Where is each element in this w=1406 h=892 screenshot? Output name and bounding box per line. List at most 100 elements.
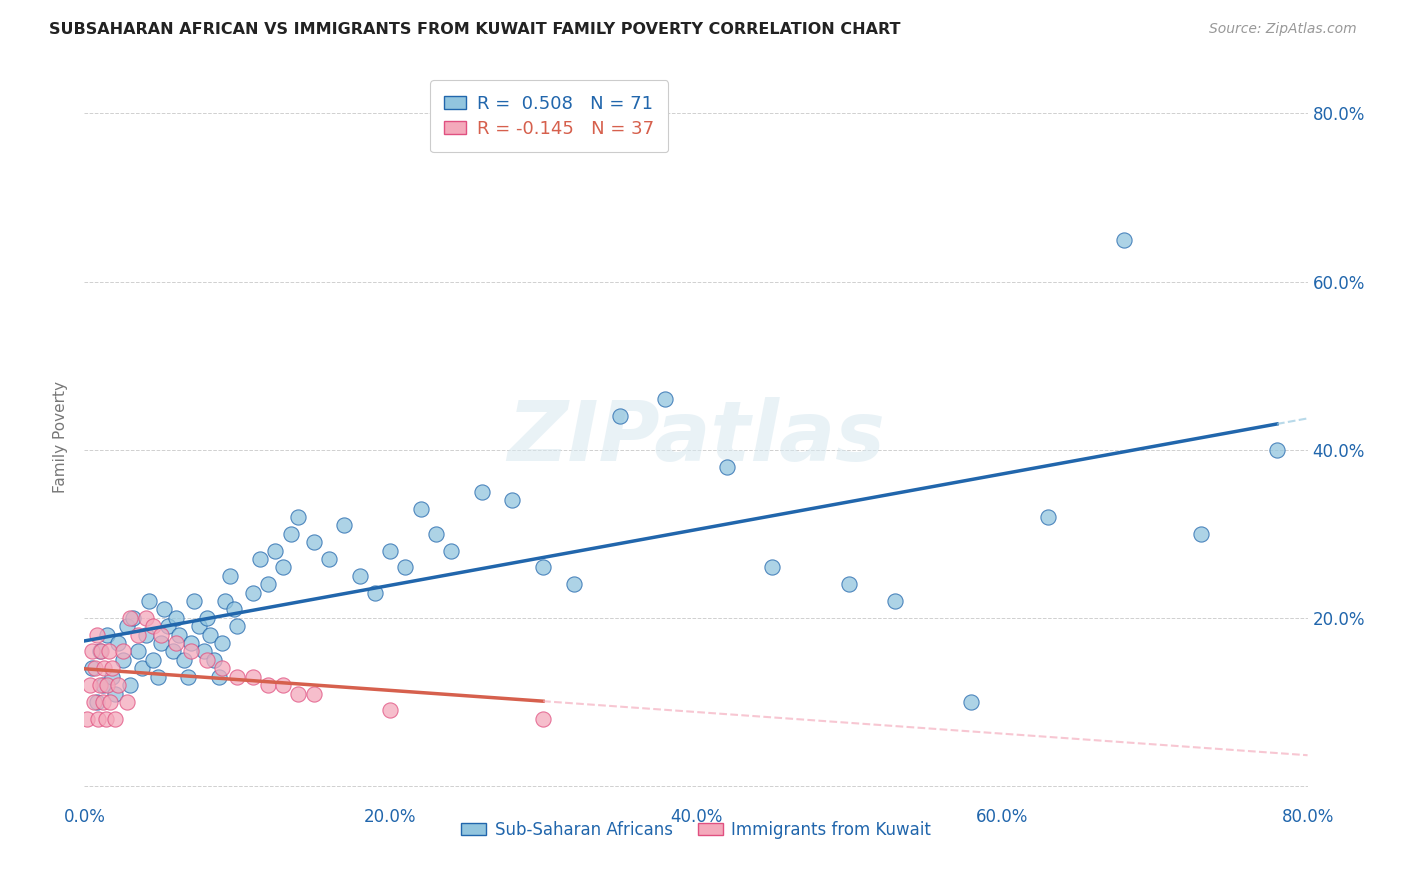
Point — [167, 627, 190, 641]
Point — [115, 619, 138, 633]
Point — [242, 670, 264, 684]
Point — [111, 653, 134, 667]
Point — [271, 560, 294, 574]
Point — [195, 653, 218, 667]
Point — [960, 695, 983, 709]
Point — [193, 644, 215, 658]
Point — [249, 552, 271, 566]
Point — [425, 526, 447, 541]
Point — [165, 636, 187, 650]
Point — [89, 678, 111, 692]
Point — [883, 594, 905, 608]
Point — [94, 712, 117, 726]
Point — [149, 627, 172, 641]
Point — [211, 636, 233, 650]
Point — [180, 644, 202, 658]
Point — [111, 644, 134, 658]
Point — [211, 661, 233, 675]
Y-axis label: Family Poverty: Family Poverty — [53, 381, 69, 493]
Point — [76, 712, 98, 726]
Point — [1189, 526, 1212, 541]
Point — [214, 594, 236, 608]
Point — [115, 695, 138, 709]
Point — [96, 627, 118, 641]
Point — [107, 678, 129, 692]
Point — [280, 526, 302, 541]
Point — [394, 560, 416, 574]
Point — [120, 678, 142, 692]
Point — [198, 627, 221, 641]
Point — [287, 686, 309, 700]
Point — [471, 484, 494, 499]
Point — [104, 686, 127, 700]
Point — [1265, 442, 1288, 457]
Point — [838, 577, 860, 591]
Point — [502, 493, 524, 508]
Point — [146, 670, 169, 684]
Point — [80, 661, 103, 675]
Point — [242, 585, 264, 599]
Point — [257, 577, 280, 591]
Point — [122, 611, 145, 625]
Point — [131, 661, 153, 675]
Point — [142, 619, 165, 633]
Point — [80, 644, 103, 658]
Text: ZIPatlas: ZIPatlas — [508, 397, 884, 477]
Point — [79, 678, 101, 692]
Point — [98, 695, 121, 709]
Point — [97, 644, 120, 658]
Point — [188, 619, 211, 633]
Point — [91, 678, 114, 692]
Point — [264, 543, 287, 558]
Point — [101, 670, 124, 684]
Point — [135, 611, 157, 625]
Point — [562, 577, 585, 591]
Point — [609, 409, 631, 423]
Point — [364, 585, 387, 599]
Point — [380, 543, 402, 558]
Point — [135, 627, 157, 641]
Point — [409, 501, 432, 516]
Point — [83, 695, 105, 709]
Point — [86, 695, 108, 709]
Point — [226, 670, 249, 684]
Point — [531, 560, 554, 574]
Point — [333, 518, 356, 533]
Point — [153, 602, 176, 616]
Point — [287, 510, 309, 524]
Legend: Sub-Saharan Africans, Immigrants from Kuwait: Sub-Saharan Africans, Immigrants from Ku… — [454, 814, 938, 846]
Point — [761, 560, 783, 574]
Point — [87, 712, 110, 726]
Point — [180, 636, 202, 650]
Point — [1036, 510, 1059, 524]
Point — [101, 661, 124, 675]
Point — [302, 686, 325, 700]
Point — [183, 594, 205, 608]
Point — [716, 459, 738, 474]
Point — [86, 627, 108, 641]
Point — [96, 678, 118, 692]
Point — [127, 644, 149, 658]
Point — [208, 670, 231, 684]
Point — [271, 678, 294, 692]
Point — [89, 644, 111, 658]
Point — [202, 653, 225, 667]
Point — [162, 644, 184, 658]
Point — [218, 569, 240, 583]
Point — [138, 594, 160, 608]
Point — [531, 712, 554, 726]
Point — [302, 535, 325, 549]
Point — [349, 569, 371, 583]
Point — [165, 611, 187, 625]
Point — [318, 552, 340, 566]
Point — [224, 602, 246, 616]
Point — [149, 636, 172, 650]
Point — [195, 611, 218, 625]
Text: SUBSAHARAN AFRICAN VS IMMIGRANTS FROM KUWAIT FAMILY POVERTY CORRELATION CHART: SUBSAHARAN AFRICAN VS IMMIGRANTS FROM KU… — [49, 22, 901, 37]
Point — [90, 644, 112, 658]
Point — [120, 611, 142, 625]
Point — [127, 627, 149, 641]
Point — [107, 636, 129, 650]
Point — [93, 661, 115, 675]
Point — [177, 670, 200, 684]
